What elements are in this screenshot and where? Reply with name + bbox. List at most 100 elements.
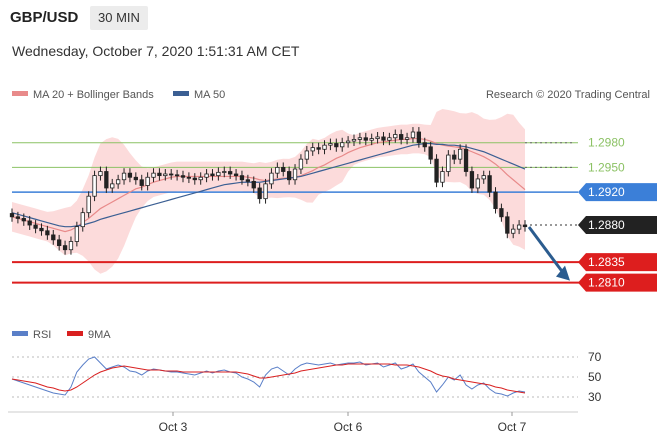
moving-averages (11, 137, 526, 233)
level-label-1.2835: 1.2835 (588, 255, 625, 269)
candle-body (475, 178, 480, 189)
candle (163, 169, 168, 181)
ma20-legend-label: MA 20 + Bollinger Bands (33, 89, 154, 101)
ma50-line (11, 142, 526, 228)
candle-body (516, 224, 522, 230)
candle-body (269, 172, 274, 185)
candle (39, 223, 44, 236)
rsi-line (11, 356, 526, 397)
candle (399, 129, 404, 145)
rsi-panel: 70 50 30 (11, 350, 602, 404)
candle-body (292, 168, 298, 181)
candle-body (404, 137, 410, 140)
level-tag-bg-1.2810 (578, 273, 657, 292)
level-label-1.2880: 1.2880 (588, 218, 625, 232)
candle (522, 220, 528, 232)
ma50-legend-swatch (173, 91, 189, 96)
candle-body (363, 137, 368, 141)
candle (62, 240, 68, 255)
level-tag-bg-1.2835 (578, 253, 657, 272)
candle (410, 127, 416, 143)
candle (440, 166, 445, 188)
candle-body (180, 175, 186, 178)
candle-body (145, 176, 150, 186)
candle (251, 176, 256, 193)
rsi-tick-label: 70 (588, 350, 602, 364)
candle-body (434, 158, 439, 183)
candle (511, 224, 516, 239)
candle (481, 170, 486, 184)
candle (145, 172, 150, 191)
candle-body (457, 148, 463, 160)
candle-body (340, 142, 345, 148)
candle (228, 166, 233, 179)
candle (204, 169, 209, 183)
candle-body (463, 148, 469, 172)
candle-body (310, 147, 315, 152)
candle (322, 140, 327, 155)
level-tag-bg-1.2880 (578, 216, 657, 235)
ma20-legend-swatch (12, 91, 28, 96)
candle-body (222, 171, 227, 173)
candle-body (216, 171, 221, 177)
forecast-arrow-head (556, 265, 570, 281)
candle (210, 169, 215, 181)
candle-body (522, 224, 528, 228)
candle (139, 174, 144, 191)
candle-body (139, 179, 144, 186)
candle-body (92, 175, 97, 197)
credit-label: Research © 2020 Trading Central (486, 89, 650, 101)
candle-body (151, 172, 156, 178)
timeframe-button[interactable]: 30 MIN (90, 6, 148, 30)
candle (257, 183, 262, 204)
candle (169, 169, 174, 180)
candle-body (68, 241, 74, 251)
candle (357, 132, 363, 145)
candle (15, 211, 21, 224)
candle-body (281, 166, 286, 172)
candle (51, 229, 56, 245)
candle (381, 131, 386, 146)
candle (281, 162, 286, 177)
candle-body (440, 171, 445, 183)
candle-body (62, 245, 68, 251)
candle (351, 134, 357, 146)
candle (475, 173, 480, 193)
candle-body (410, 131, 416, 139)
candle (104, 166, 109, 193)
candlesticks (9, 127, 528, 255)
time-tick-label: Oct 6 (334, 420, 363, 434)
candle (86, 191, 91, 218)
candle-body (251, 180, 256, 189)
candle-body (15, 216, 21, 219)
candle-body (57, 239, 62, 247)
level-tag-1.2810: 1.2810 (578, 273, 657, 292)
candle (133, 172, 138, 185)
candle (387, 132, 392, 146)
candle-body (127, 172, 133, 178)
candle-body (45, 230, 50, 236)
candle-body (245, 179, 251, 182)
candle-body (104, 171, 109, 189)
rsi-tick-label: 30 (588, 390, 602, 404)
level-label-1.2920: 1.2920 (588, 185, 625, 199)
candle (216, 167, 221, 181)
candle (375, 131, 380, 144)
candle (269, 168, 274, 189)
forecast-arrow (527, 226, 570, 281)
rsi-legend-label: RSI (33, 329, 51, 341)
candle-body (204, 173, 209, 178)
level-tag-1.2880: 1.2880 (578, 216, 657, 235)
candle (328, 138, 333, 151)
candle (298, 154, 304, 174)
candle-body (399, 134, 404, 140)
candle-body (275, 166, 280, 174)
candle-body (51, 234, 56, 241)
time-tick-label: Oct 7 (498, 420, 527, 434)
candle (340, 137, 345, 152)
candle-body (393, 134, 398, 139)
candle-body (328, 143, 333, 146)
candle-body (316, 147, 321, 150)
candle (263, 178, 268, 204)
candle-body (481, 175, 486, 180)
